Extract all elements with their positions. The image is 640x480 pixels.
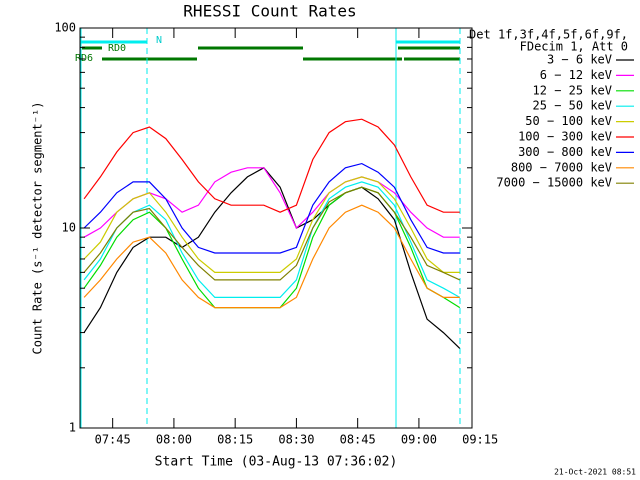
series-line	[83, 186, 461, 281]
x-tick-label: 09:15	[462, 433, 498, 447]
series-line	[83, 204, 460, 309]
series-line	[83, 167, 461, 349]
annotation: N	[156, 35, 162, 46]
legend-header: FDecim 1, Att 0	[520, 40, 628, 54]
x-tick-label: 08:00	[156, 433, 192, 447]
legend-label: 800 − 7000 keV	[511, 160, 612, 174]
y-axis-label: Count Rate (s⁻¹ detector segment⁻¹)	[31, 102, 45, 355]
legend-label: 50 − 100 keV	[525, 114, 612, 128]
series-line	[83, 162, 460, 254]
legend-label: 300 − 800 keV	[518, 145, 612, 159]
series-line	[83, 118, 460, 213]
legend-label: 100 − 300 keV	[518, 130, 612, 144]
x-tick-label: 09:00	[401, 433, 437, 447]
x-tick-label: 08:15	[217, 433, 253, 447]
series-line	[83, 181, 461, 298]
y-tick-label: 1	[69, 421, 76, 435]
legend-label: 25 − 50 keV	[533, 99, 612, 113]
legend-label: 12 − 25 keV	[533, 83, 612, 97]
x-tick-label: 07:45	[95, 433, 131, 447]
legend-label: 7000 − 15000 keV	[496, 176, 612, 190]
y-tick-label: 10	[62, 221, 76, 235]
annotation: RD0	[108, 43, 126, 54]
legend-label: 6 − 12 keV	[540, 68, 612, 82]
x-tick-label: 08:45	[340, 433, 376, 447]
y-tick-label: 100	[54, 21, 76, 35]
x-tick-label: 08:30	[278, 433, 314, 447]
footer: 21-Oct-2021 08:51	[554, 468, 636, 477]
x-axis-label: Start Time (03-Aug-13 07:36:02)	[155, 455, 398, 470]
legend-label: 3 − 6 keV	[547, 53, 612, 67]
chart-title: RHESSI Count Rates	[183, 2, 356, 21]
legend-header: Det 1f,3f,4f,5f,6f,9f,	[469, 28, 628, 42]
series-line	[83, 176, 460, 273]
